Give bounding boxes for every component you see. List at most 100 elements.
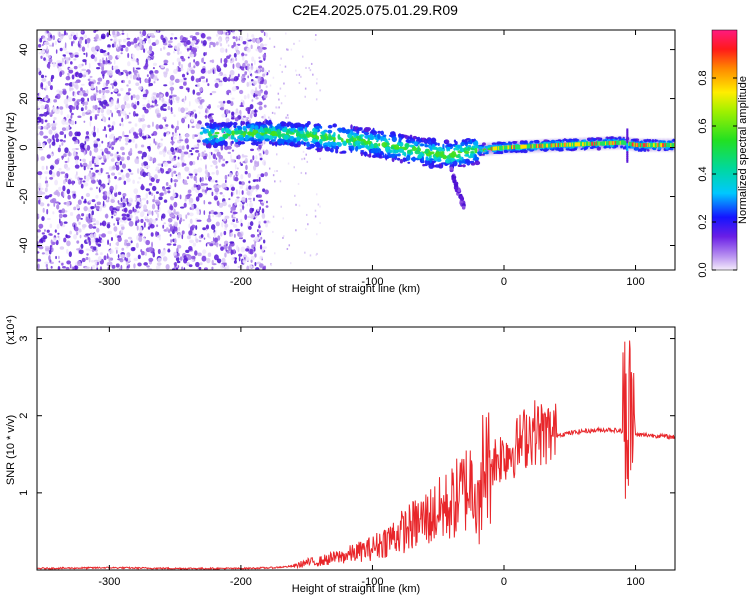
snr-yscale-label: (x10⁴) — [5, 315, 17, 345]
spectrogram-noise-speck — [142, 161, 148, 166]
spectrogram-noise-speck — [186, 39, 191, 46]
spectrogram-band-blob — [240, 121, 246, 125]
spectrogram-spike — [626, 132, 629, 136]
spectrogram-band-core — [578, 142, 580, 147]
spectrogram-band-core — [524, 144, 527, 149]
spectrogram-noise-speck — [144, 251, 148, 256]
spectrogram-noise-speck — [120, 146, 125, 151]
spectrogram-noise-speck — [198, 266, 202, 270]
spectrogram-noise-speck — [211, 191, 214, 197]
spectrogram-noise-speck — [250, 255, 256, 261]
spectrogram-band-core — [569, 142, 571, 147]
spectrogram-noise-speck — [301, 158, 303, 161]
spectrogram-band-core — [640, 143, 642, 148]
spectrogram-noise-speck — [300, 171, 303, 174]
spectrogram-noise-speck — [189, 112, 192, 117]
spectrogram-band-core — [554, 143, 556, 148]
spectrogram-noise-speck — [186, 235, 191, 240]
spectrogram-band-blob — [607, 137, 612, 139]
spectrogram-band-core — [567, 142, 569, 147]
spectrogram-noise-speck — [82, 162, 88, 168]
spectrogram-band-core — [642, 143, 645, 148]
spectrogram-noise-speck — [232, 218, 236, 223]
spectrogram-band-core — [497, 146, 499, 151]
spectrogram-noise-speck — [218, 80, 223, 83]
spectrogram-noise-speck — [209, 44, 211, 49]
spectrogram-noise-speck — [148, 246, 153, 252]
spectrogram-noise-speck — [46, 267, 49, 270]
spectrogram-noise-speck — [46, 154, 51, 159]
spectrogram-noise-speck — [192, 134, 195, 140]
spectrogram-noise-speck — [255, 87, 258, 92]
spectrogram-noise-speck — [279, 180, 282, 183]
spectrogram-noise-speck — [41, 216, 45, 222]
spectrogram-image — [37, 30, 675, 270]
spectrogram-noise-speck — [230, 154, 232, 160]
spectrogram-noise-speck — [137, 197, 141, 202]
spectrogram-noise-speck — [40, 55, 43, 60]
spectrogram-band-blob — [295, 122, 302, 128]
spectrogram-noise-speck — [246, 47, 251, 53]
spectrogram-noise-speck — [183, 182, 189, 185]
spectrogram-noise-speck — [218, 158, 221, 163]
spectrogram-band-blob — [327, 137, 333, 141]
spectrogram-noise-speck — [309, 69, 312, 72]
spectrogram-noise-speck — [45, 182, 49, 188]
spectrogram-noise-speck — [174, 238, 177, 244]
spectrogram-band-core — [637, 143, 639, 148]
spectrogram-noise-speck — [163, 132, 167, 137]
snr-xtick-label: -300 — [98, 576, 120, 588]
spectrogram-xtick-label: 100 — [626, 276, 644, 288]
spectrogram-noise-speck — [98, 234, 102, 237]
spectrogram-noise-speck — [155, 231, 158, 237]
spectrogram-noise-speck — [145, 192, 148, 199]
spectrogram-noise-speck — [67, 152, 72, 157]
spectrogram-noise-speck — [275, 106, 277, 109]
spectrogram-band-blob — [561, 140, 564, 144]
spectrogram-band-core — [520, 144, 522, 149]
spectrogram-noise-speck — [52, 237, 57, 243]
spectrogram-noise-speck — [74, 101, 77, 107]
spectrogram-noise-speck — [195, 123, 201, 129]
spectrogram-noise-speck — [163, 199, 168, 203]
spectrogram-noise-speck — [255, 184, 260, 190]
spectrogram-band-core — [570, 142, 572, 147]
spectrogram-noise-speck — [136, 100, 140, 106]
spectrogram-noise-speck — [82, 92, 88, 97]
spectrogram-noise-speck — [89, 248, 92, 252]
spectrogram-band-blob — [331, 141, 338, 147]
spectrogram-noise-speck — [76, 214, 81, 220]
spectrogram-noise-speck — [124, 239, 129, 243]
spectrogram-noise-speck — [90, 245, 95, 249]
spectrogram-noise-speck — [170, 111, 174, 115]
spectrogram-noise-speck — [126, 84, 129, 87]
spectrogram-noise-speck — [208, 211, 211, 215]
spectrogram-noise-speck — [54, 179, 58, 186]
spectrogram-noise-speck — [39, 37, 43, 43]
spectrogram-noise-speck — [121, 80, 123, 84]
spectrogram-band-blob — [522, 140, 528, 144]
spectrogram-noise-speck — [174, 78, 180, 84]
spectrogram-noise-speck — [77, 176, 81, 181]
spectrogram-noise-speck — [96, 81, 101, 85]
spectrogram-noise-speck — [105, 133, 108, 138]
spectrogram-noise-speck — [100, 148, 104, 152]
spectrogram-noise-speck — [101, 87, 106, 90]
spectrogram-noise-speck — [207, 252, 212, 257]
spectrogram-noise-speck — [98, 89, 102, 94]
spectrogram-noise-speck — [66, 240, 71, 247]
spectrogram-noise-speck — [308, 66, 310, 69]
spectrogram-noise-speck — [75, 139, 79, 144]
spectrogram-noise-speck — [82, 180, 86, 183]
spectrogram-noise-speck — [73, 58, 77, 61]
spectrogram-frame — [36, 29, 676, 271]
spectrogram-band-core — [665, 143, 668, 148]
spectrogram-noise-speck — [153, 78, 155, 81]
spectrogram-noise-speck — [269, 84, 272, 87]
spectrogram-noise-speck — [132, 67, 135, 73]
spectrogram-band-blob — [387, 154, 392, 157]
spectrogram-band-blob — [426, 160, 431, 166]
spectrogram-noise-speck — [173, 155, 177, 159]
spectrogram-noise-speck — [41, 50, 46, 54]
